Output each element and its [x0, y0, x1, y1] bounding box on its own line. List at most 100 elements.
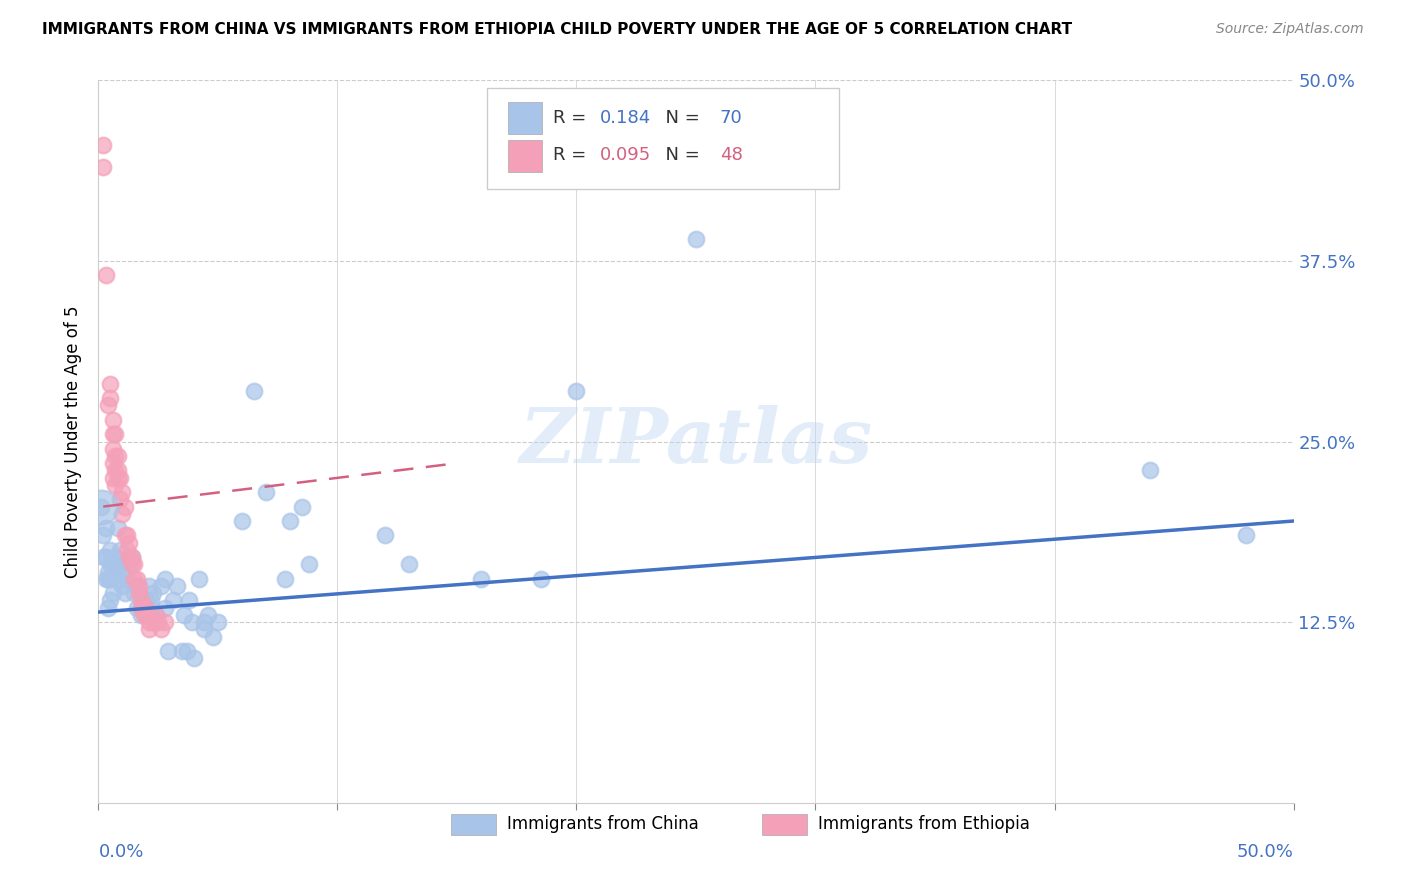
- FancyBboxPatch shape: [509, 102, 541, 135]
- Point: [98, 572, 122, 586]
- Text: N =: N =: [654, 109, 706, 127]
- Point: [530, 572, 553, 586]
- Point: [121, 550, 143, 565]
- Point: [115, 542, 138, 557]
- Point: [131, 607, 153, 622]
- Point: [162, 593, 184, 607]
- Point: [274, 572, 297, 586]
- Point: [138, 579, 160, 593]
- Point: [108, 470, 131, 484]
- Text: 70: 70: [720, 109, 742, 127]
- Point: [172, 644, 194, 658]
- Point: [108, 492, 131, 507]
- Point: [98, 542, 122, 557]
- Point: [97, 565, 120, 579]
- Point: [104, 449, 127, 463]
- FancyBboxPatch shape: [486, 87, 839, 189]
- Point: [298, 558, 321, 572]
- FancyBboxPatch shape: [762, 814, 807, 835]
- Point: [94, 268, 117, 283]
- FancyBboxPatch shape: [509, 139, 541, 172]
- Point: [107, 449, 129, 463]
- Text: Source: ZipAtlas.com: Source: ZipAtlas.com: [1216, 22, 1364, 37]
- Point: [118, 558, 141, 572]
- Point: [118, 535, 141, 549]
- Point: [179, 593, 201, 607]
- Point: [91, 528, 114, 542]
- Point: [97, 600, 120, 615]
- Text: 0.0%: 0.0%: [98, 843, 143, 861]
- Point: [207, 615, 229, 630]
- Point: [202, 630, 225, 644]
- Point: [142, 586, 165, 600]
- Point: [155, 600, 177, 615]
- Point: [291, 500, 314, 514]
- Point: [685, 232, 707, 246]
- Point: [231, 514, 253, 528]
- Point: [104, 463, 127, 477]
- Point: [149, 623, 172, 637]
- Text: Immigrants from China: Immigrants from China: [508, 815, 699, 833]
- Point: [98, 558, 122, 572]
- Point: [104, 478, 127, 492]
- Point: [124, 586, 146, 600]
- Text: Immigrants from Ethiopia: Immigrants from Ethiopia: [818, 815, 1029, 833]
- Text: IMMIGRANTS FROM CHINA VS IMMIGRANTS FROM ETHIOPIA CHILD POVERTY UNDER THE AGE OF: IMMIGRANTS FROM CHINA VS IMMIGRANTS FROM…: [42, 22, 1073, 37]
- Point: [91, 550, 114, 565]
- Point: [94, 550, 117, 565]
- Point: [101, 413, 124, 427]
- Point: [197, 607, 219, 622]
- Point: [156, 644, 179, 658]
- Point: [101, 442, 124, 456]
- Point: [107, 470, 129, 484]
- Point: [104, 565, 127, 579]
- Point: [155, 615, 177, 630]
- Point: [125, 572, 148, 586]
- Point: [398, 558, 420, 572]
- Point: [91, 160, 114, 174]
- Point: [90, 500, 112, 514]
- Point: [193, 615, 215, 630]
- Point: [132, 607, 155, 622]
- Point: [131, 593, 153, 607]
- Point: [118, 550, 141, 565]
- Point: [94, 521, 117, 535]
- Point: [193, 623, 215, 637]
- Point: [97, 398, 120, 412]
- Point: [374, 528, 396, 542]
- Point: [254, 485, 277, 500]
- Point: [115, 528, 138, 542]
- Point: [114, 586, 136, 600]
- Text: N =: N =: [654, 146, 706, 164]
- Point: [149, 579, 172, 593]
- Point: [111, 507, 134, 521]
- Point: [180, 615, 202, 630]
- Point: [128, 586, 150, 600]
- Point: [183, 651, 205, 665]
- Point: [114, 500, 136, 514]
- Point: [101, 427, 124, 442]
- Point: [111, 485, 134, 500]
- Text: R =: R =: [553, 146, 592, 164]
- Point: [470, 572, 492, 586]
- Point: [107, 572, 129, 586]
- Point: [111, 565, 134, 579]
- Point: [108, 558, 131, 572]
- Point: [98, 391, 122, 405]
- Point: [131, 600, 153, 615]
- Text: 50.0%: 50.0%: [1237, 843, 1294, 861]
- Point: [135, 593, 157, 607]
- Point: [139, 600, 162, 615]
- Point: [121, 550, 143, 565]
- Point: [101, 456, 124, 470]
- Text: 0.184: 0.184: [600, 109, 651, 127]
- Point: [565, 384, 588, 398]
- Point: [124, 572, 146, 586]
- Point: [111, 579, 134, 593]
- Point: [125, 579, 148, 593]
- Point: [115, 572, 138, 586]
- Point: [173, 607, 195, 622]
- Point: [243, 384, 266, 398]
- Point: [148, 615, 170, 630]
- Point: [90, 500, 112, 514]
